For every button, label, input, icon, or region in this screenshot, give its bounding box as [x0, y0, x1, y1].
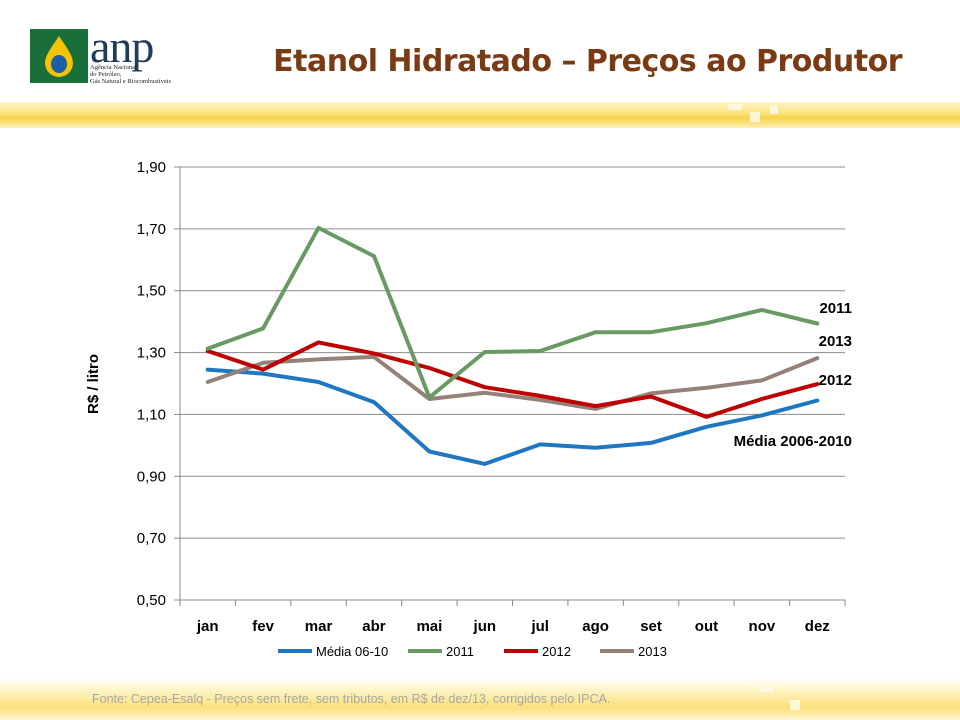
legend-label: 2011 [446, 644, 474, 659]
series-end-label: 2013 [819, 333, 852, 350]
legend-label: Média 06-10 [316, 644, 388, 659]
series-line-2011 [205, 225, 820, 400]
legend-label: 2012 [542, 644, 571, 659]
y-tick-label: 0,90 [137, 468, 166, 485]
decor-square [760, 684, 774, 692]
y-tick-label: 1,70 [137, 221, 166, 238]
drop-icon [45, 36, 73, 77]
series-end-label: 2012 [819, 372, 852, 389]
series-end-label: 2011 [819, 300, 852, 317]
x-tick-label: mai [416, 618, 442, 635]
x-tick-label: jun [473, 618, 497, 635]
x-tick-label: set [640, 618, 662, 635]
x-tick-label: dez [805, 618, 830, 635]
x-tick-label: mar [305, 618, 333, 635]
header-band [0, 102, 960, 128]
y-tick-label: 1,50 [137, 283, 166, 300]
series-line-2013 [205, 354, 820, 411]
decor-square [790, 700, 800, 710]
x-tick-label: jan [196, 618, 219, 635]
series-end-label: Média 2006-2010 [734, 433, 852, 450]
source-note: Fonte: Cepea-Esalq - Preços sem frete, s… [92, 692, 611, 706]
series-line-média-06-10 [205, 367, 820, 466]
page-title: Etanol Hidratado – Preços ao Produtor [273, 44, 902, 79]
decor-square [750, 112, 760, 122]
logo-subtitle-line: do Petróleo, [90, 71, 122, 78]
y-tick-label: 0,50 [137, 592, 166, 609]
anp-logo: anp Agência Nacional do Petróleo, Gás Na… [28, 21, 190, 88]
legend-label: 2013 [638, 644, 667, 659]
logo-subtitle-line: Gás Natural e Biocombustíveis [90, 78, 172, 85]
y-tick-label: 0,70 [137, 530, 166, 547]
y-tick-label: 1,30 [137, 345, 166, 362]
logo-subtitle: Agência Nacional do Petróleo, Gás Natura… [90, 64, 190, 85]
x-tick-label: fev [252, 618, 274, 635]
logo-subtitle-line: Agência Nacional [90, 64, 137, 71]
y-tick-label: 1,10 [137, 406, 166, 423]
x-tick-label: jul [530, 618, 549, 635]
x-tick-label: nov [749, 618, 776, 635]
y-axis-title: R$ / litro [85, 354, 102, 414]
x-tick-label: out [695, 618, 718, 635]
x-tick-label: ago [582, 618, 609, 635]
x-tick-label: abr [362, 618, 386, 635]
decor-square [728, 104, 742, 110]
y-tick-label: 1,90 [137, 159, 166, 176]
logo-wordmark: anp [90, 21, 154, 72]
series-line-2012 [205, 340, 820, 419]
decor-square [770, 106, 778, 114]
footer-band [0, 678, 960, 720]
